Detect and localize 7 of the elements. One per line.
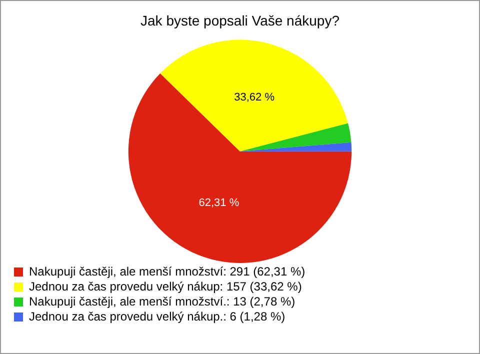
data-label: 33,62 % <box>234 92 275 104</box>
data-label: 62,31 % <box>198 197 240 210</box>
legend-label: Jednou za čas provedu velký nákup: 157 (33,62 %) <box>29 279 302 294</box>
legend-label: Jednou za čas provedu velký nákup.: 6 (1,28 %) <box>29 309 286 324</box>
chart-title: Jak byste popsali Vaše nákupy? <box>140 12 340 28</box>
legend-label: Nakupuji častěji, ale menší množství: 291 (62,31 %) <box>29 264 306 278</box>
legend-label: Nakupuji častěji, ale menší množství.: 13 (2,78 %) <box>29 294 296 308</box>
